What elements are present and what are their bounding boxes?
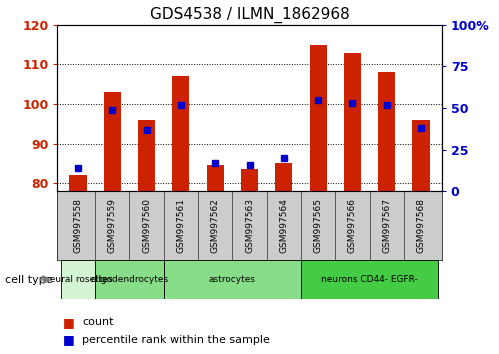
Bar: [69, 175, 86, 191]
Text: ■: ■: [62, 316, 74, 329]
Text: GSM997560: GSM997560: [142, 198, 151, 253]
Text: cell type: cell type: [5, 275, 52, 285]
Bar: [207, 165, 224, 191]
Bar: [104, 92, 121, 191]
Bar: [413, 120, 430, 191]
Text: astrocytes: astrocytes: [209, 275, 256, 284]
Bar: [301, 260, 438, 299]
Bar: [241, 169, 258, 191]
Text: percentile rank within the sample: percentile rank within the sample: [82, 335, 270, 345]
Text: GSM997561: GSM997561: [176, 198, 186, 253]
Text: GSM997562: GSM997562: [211, 198, 220, 253]
Text: GSM997568: GSM997568: [417, 198, 426, 253]
Bar: [378, 72, 395, 191]
Bar: [164, 260, 301, 299]
Bar: [309, 45, 327, 191]
Text: neural rosettes: neural rosettes: [43, 275, 112, 284]
Text: GSM997558: GSM997558: [73, 198, 82, 253]
Bar: [61, 260, 95, 299]
Text: neurons CD44- EGFR-: neurons CD44- EGFR-: [321, 275, 418, 284]
Text: oligodendrocytes: oligodendrocytes: [90, 275, 169, 284]
Text: GSM997565: GSM997565: [313, 198, 323, 253]
Bar: [275, 164, 292, 191]
Bar: [172, 76, 190, 191]
Text: GSM997563: GSM997563: [245, 198, 254, 253]
Text: count: count: [82, 317, 114, 327]
Text: GSM997564: GSM997564: [279, 198, 288, 253]
Text: ■: ■: [62, 333, 74, 346]
Title: GDS4538 / ILMN_1862968: GDS4538 / ILMN_1862968: [150, 7, 349, 23]
Text: GSM997566: GSM997566: [348, 198, 357, 253]
Text: GSM997559: GSM997559: [108, 198, 117, 253]
Bar: [95, 260, 164, 299]
Text: GSM997567: GSM997567: [382, 198, 391, 253]
Bar: [138, 120, 155, 191]
Bar: [344, 52, 361, 191]
